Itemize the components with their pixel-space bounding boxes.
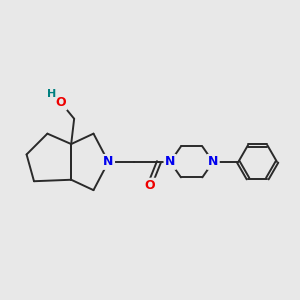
Text: O: O	[56, 96, 66, 109]
Text: O: O	[145, 179, 155, 192]
Text: N: N	[208, 155, 218, 168]
Text: N: N	[103, 155, 113, 168]
Text: H: H	[46, 89, 56, 99]
Text: N: N	[165, 155, 175, 168]
